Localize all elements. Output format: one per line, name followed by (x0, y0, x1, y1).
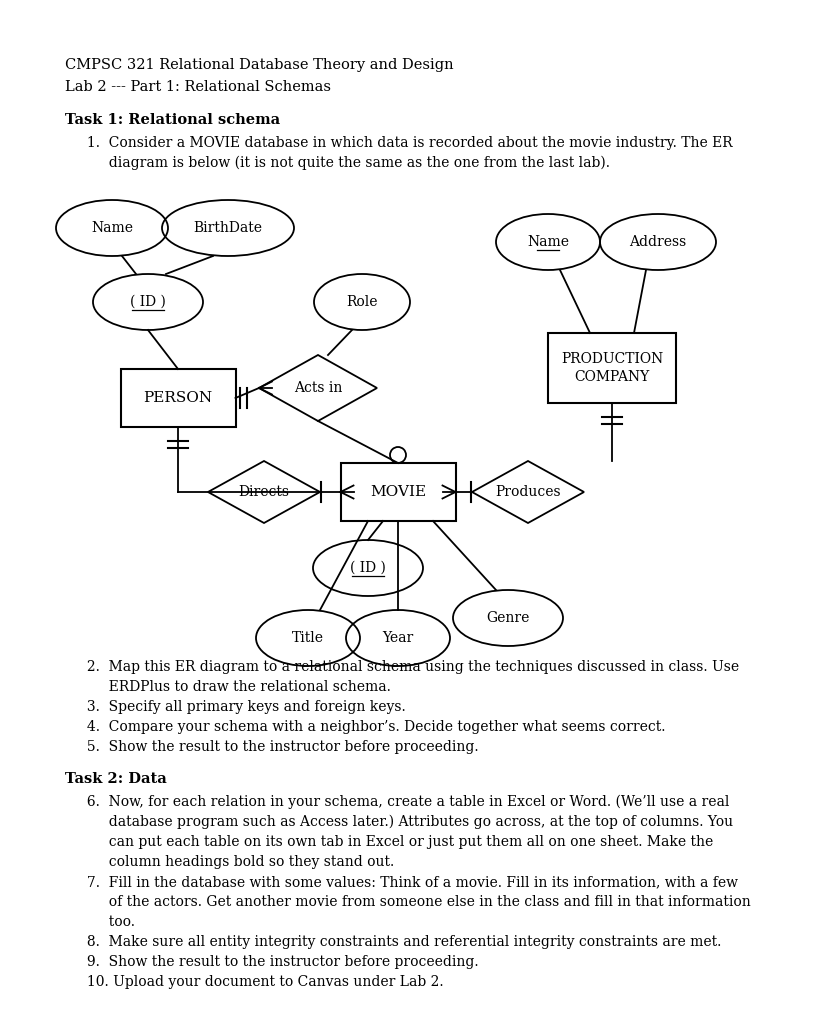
Text: 4.  Compare your schema with a neighbor’s. Decide together what seems correct.: 4. Compare your schema with a neighbor’s… (65, 720, 666, 734)
Text: database program such as Access later.) Attributes go across, at the top of colu: database program such as Access later.) … (65, 815, 734, 829)
Text: 7.  Fill in the database with some values: Think of a movie. Fill in its informa: 7. Fill in the database with some values… (65, 874, 738, 889)
Text: Role: Role (346, 295, 377, 309)
Text: 5.  Show the result to the instructor before proceeding.: 5. Show the result to the instructor bef… (65, 740, 478, 754)
Bar (548, 333, 676, 403)
Text: 6.  Now, for each relation in your schema, create a table in Excel or Word. (We’: 6. Now, for each relation in your schema… (65, 795, 729, 809)
Text: BirthDate: BirthDate (193, 221, 262, 234)
Text: 1.  Consider a MOVIE database in which data is recorded about the movie industry: 1. Consider a MOVIE database in which da… (65, 136, 733, 150)
Text: ( ID ): ( ID ) (350, 561, 386, 575)
Text: Directs: Directs (239, 485, 289, 499)
Text: 10. Upload your document to Canvas under Lab 2.: 10. Upload your document to Canvas under… (65, 975, 443, 989)
Text: diagram is below (it is not quite the same as the one from the last lab).: diagram is below (it is not quite the sa… (65, 156, 610, 170)
Text: 9.  Show the result to the instructor before proceeding.: 9. Show the result to the instructor bef… (65, 955, 478, 969)
Text: can put each table on its own tab in Excel or just put them all on one sheet. Ma: can put each table on its own tab in Exc… (65, 835, 713, 849)
Text: 3.  Specify all primary keys and foreign keys.: 3. Specify all primary keys and foreign … (65, 700, 406, 714)
Text: CMPSC 321 Relational Database Theory and Design: CMPSC 321 Relational Database Theory and… (65, 58, 454, 72)
Text: column headings bold so they stand out.: column headings bold so they stand out. (65, 855, 394, 869)
Text: Lab 2 --- Part 1: Relational Schemas: Lab 2 --- Part 1: Relational Schemas (65, 80, 331, 94)
Bar (121, 369, 236, 427)
Text: too.: too. (65, 915, 135, 929)
Text: Task 2: Data: Task 2: Data (65, 772, 167, 786)
Text: 8.  Make sure all entity integrity constraints and referential integrity constra: 8. Make sure all entity integrity constr… (65, 935, 721, 949)
Text: Address: Address (629, 234, 686, 249)
Text: ERDPlus to draw the relational schema.: ERDPlus to draw the relational schema. (65, 680, 391, 694)
Text: Produces: Produces (496, 485, 561, 499)
Text: MOVIE: MOVIE (370, 485, 426, 499)
Text: Year: Year (382, 631, 414, 645)
Text: Acts in: Acts in (294, 381, 342, 395)
Text: PERSON: PERSON (143, 391, 213, 406)
Text: Name: Name (527, 234, 569, 249)
Text: Title: Title (292, 631, 324, 645)
Text: Name: Name (91, 221, 133, 234)
Text: of the actors. Get another movie from someone else in the class and fill in that: of the actors. Get another movie from so… (65, 895, 751, 909)
Text: Genre: Genre (487, 611, 530, 625)
Text: PRODUCTION
COMPANY: PRODUCTION COMPANY (561, 352, 663, 384)
Text: Task 1: Relational schema: Task 1: Relational schema (65, 113, 280, 127)
Bar (341, 463, 456, 521)
Text: ( ID ): ( ID ) (130, 295, 166, 309)
Text: 2.  Map this ER diagram to a relational schema using the techniques discussed in: 2. Map this ER diagram to a relational s… (65, 660, 739, 674)
